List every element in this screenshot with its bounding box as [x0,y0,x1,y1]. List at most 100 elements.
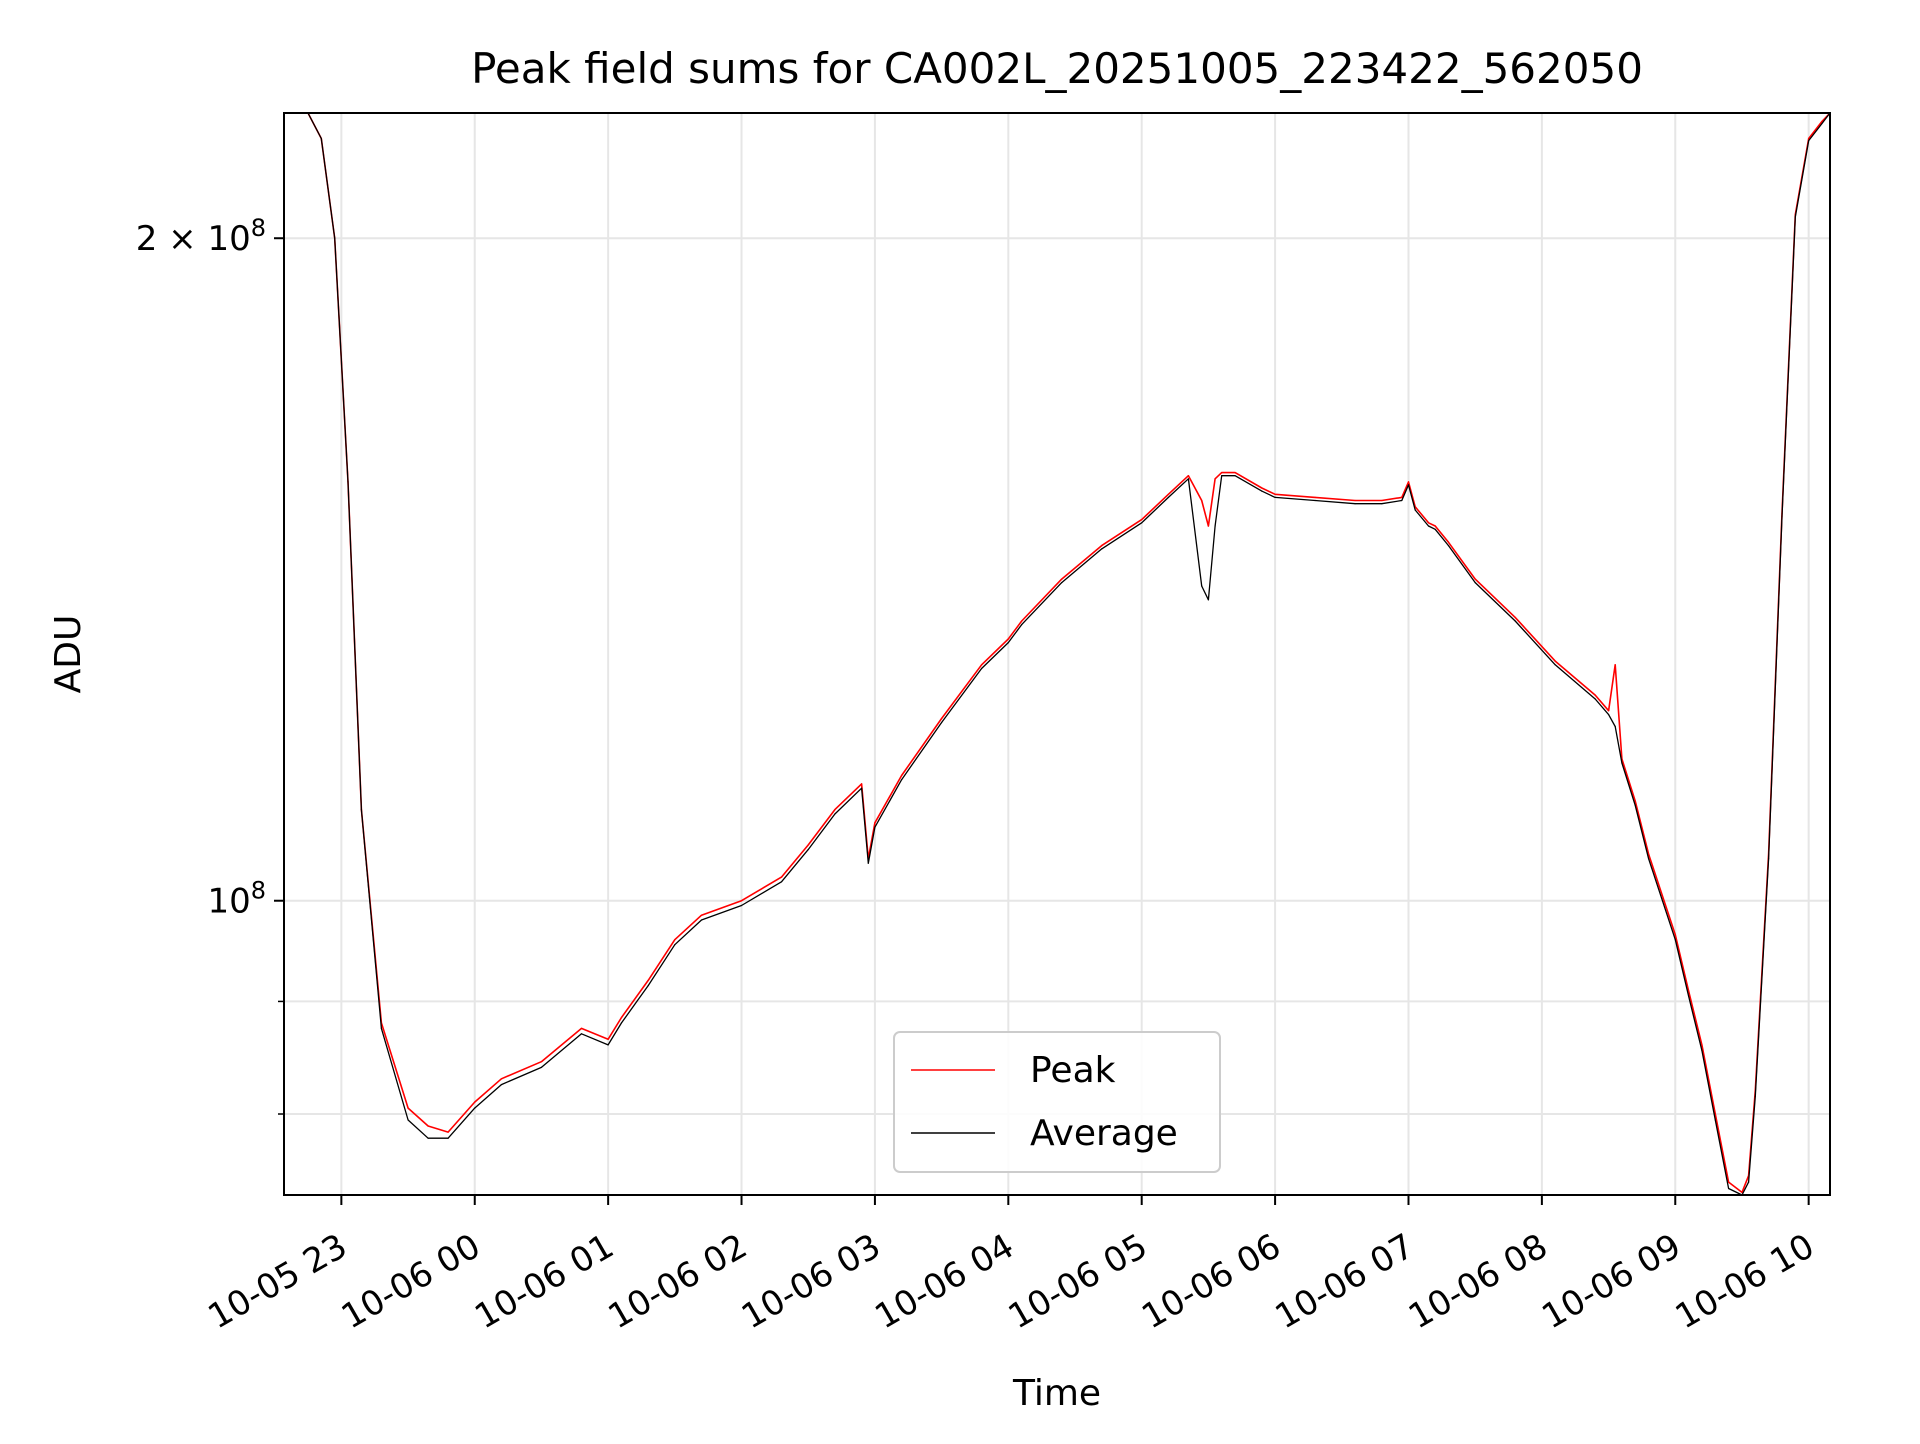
data-point-average [1381,503,1383,505]
data-point-peak [674,939,676,941]
data-point-peak [740,900,743,902]
y-tick-label: 2 × 108 [136,214,266,259]
data-point-peak [1821,120,1823,122]
data-point-peak [807,844,809,846]
data-point-peak [1634,800,1636,802]
data-point-average [1207,599,1209,601]
data-point-peak [1554,660,1556,662]
data-point-peak [1474,578,1476,580]
data-point-average [901,779,903,781]
grid-layer [284,113,1830,1195]
legend-label-average: Average [1030,1113,1178,1154]
data-point-peak [1594,694,1596,696]
data-point-average [1414,509,1416,511]
data-point-average [647,985,649,987]
data-point-peak [1608,710,1610,712]
data-point-average [1768,858,1770,860]
data-point-average [780,881,783,883]
data-point-average [1474,582,1476,584]
data-point-average [981,667,983,670]
data-point-average [620,1022,623,1024]
data-point-peak [1728,1181,1730,1183]
data-point-peak [1167,493,1169,495]
data-point-average [1221,475,1223,477]
data-point-average [1234,475,1236,477]
data-point-peak [1207,525,1209,527]
data-point-average [1187,478,1189,480]
data-point-peak [981,664,983,666]
data-point-peak [1234,472,1236,474]
data-point-peak [1141,519,1143,521]
data-point-peak [1614,664,1616,666]
chart-title: Peak field sums for CA002L_20251005_2234… [471,44,1643,93]
data-point-average [1021,624,1023,626]
data-point-average [1167,496,1169,498]
data-point-average [1794,216,1796,218]
data-point-average [1648,858,1650,860]
data-point-peak [607,1038,609,1040]
data-point-average [1808,140,1810,142]
plot-area-frame [283,112,1831,1196]
data-point-average [1674,939,1676,941]
data-point-peak [941,717,943,720]
data-point-average [474,1107,476,1109]
data-point-average [607,1044,609,1046]
data-point-average [1261,490,1263,492]
data-point-average [941,721,943,724]
data-point-peak [1274,493,1276,495]
legend: Peak Average [893,1031,1221,1173]
data-point-peak [1514,616,1516,619]
data-point-average [380,1027,382,1029]
data-point-average [1701,1049,1703,1052]
data-point-average [867,862,869,864]
data-point-average [1748,1181,1750,1183]
data-point-peak [1261,487,1263,489]
data-point-average [1688,995,1690,997]
data-point-peak [700,914,703,916]
data-point-peak [500,1078,502,1080]
data-point-peak [1701,1044,1703,1046]
data-point-average [1821,122,1823,125]
data-point-average [407,1119,409,1121]
data-point-peak [1314,496,1316,498]
y-axis-label: ADU [48,615,89,694]
data-point-average [540,1066,543,1068]
data-point-average [834,813,836,815]
data-point-average [740,904,743,907]
data-point-average [1608,714,1610,716]
data-point-average [447,1137,449,1139]
data-point-peak [901,774,903,777]
data-point-average [334,237,336,239]
data-point-average [1274,496,1276,498]
data-point-average [580,1033,583,1035]
data-point-peak [447,1131,449,1133]
data-point-peak [540,1061,543,1063]
data-point-average [874,826,876,828]
data-point-average [1728,1187,1730,1190]
data-point-peak [1648,853,1650,855]
data-point-peak [1714,1113,1716,1115]
data-point-peak [861,783,863,785]
data-point-average [1141,522,1143,524]
data-point-peak [1407,481,1410,483]
data-point-average [500,1084,502,1086]
data-point-peak [1674,934,1676,936]
data-point-peak [1741,1191,1743,1193]
data-point-peak [780,876,783,878]
data-point-average [807,849,809,851]
data-point-average [700,919,703,921]
data-point-peak [1434,525,1436,527]
data-point-peak [1381,499,1383,502]
data-point-average [1061,582,1063,584]
data-point-peak [1021,620,1023,622]
data-point-average [1101,548,1103,550]
data-point-peak [874,822,876,824]
data-point-peak [1007,638,1009,640]
data-point-average [1007,642,1009,644]
data-point-average [347,481,349,483]
data-point-average [1314,499,1316,502]
data-point-peak [1101,545,1103,547]
data-point-average [1401,499,1403,502]
